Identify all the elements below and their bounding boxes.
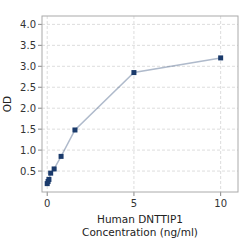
grid-line [42,129,238,130]
series [45,55,223,186]
point [218,55,223,60]
tick-label: 1.0 [20,145,36,156]
point [131,70,136,75]
tick-mark [38,129,42,130]
tick-label: 1.5 [20,124,36,135]
plot-frame [42,16,238,192]
grid-line [42,45,238,46]
tick-label: 2.0 [20,103,36,114]
y-axis-label: OD [1,96,13,112]
tick-mark [38,24,42,25]
axes: 0.5 1.0 1.5 2.0 2.5 3.0 3.5 4.0 0 5 10 [20,16,238,209]
tick-label: 10 [214,198,227,209]
tick-mark [38,150,42,151]
chart: 0.5 1.0 1.5 2.0 2.5 3.0 3.5 4.0 0 5 10 Human DNTTIP… [0,0,250,250]
tick-mark [47,192,48,196]
grid-line [47,16,48,192]
tick-mark [38,45,42,46]
tick-mark [133,192,134,196]
tick-label: 3.0 [20,61,36,72]
tick-label: 0.5 [20,166,36,177]
tick-label: 5 [131,198,137,209]
grid [42,16,238,192]
tick-label: 2.5 [20,82,36,93]
tick-label: 4.0 [20,19,36,30]
tick-mark [38,66,42,67]
grid-line [42,66,238,67]
grid-line [42,108,238,109]
tick-mark [38,87,42,88]
grid-line [42,171,238,172]
grid-line [42,24,238,25]
point [52,166,57,171]
point [59,154,64,159]
tick-mark [220,192,221,196]
point [46,177,51,182]
tick-mark [38,108,42,109]
grid-line [133,16,134,192]
line [47,58,220,184]
grid-line [42,150,238,151]
tick-mark [38,171,42,172]
tick-label: 3.5 [20,40,36,51]
grid-line [220,16,221,192]
point [72,127,77,132]
x-axis-label: Human DNTTIP1Concentration (ng/ml) [82,213,198,238]
grid-line [42,87,238,88]
tick-label: 0 [44,198,50,209]
